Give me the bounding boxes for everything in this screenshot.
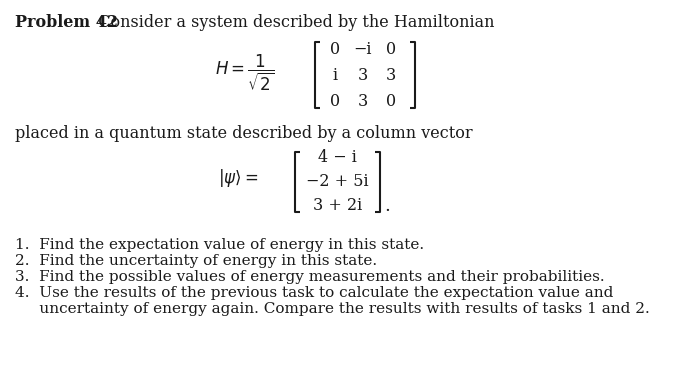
Text: 3 + 2i: 3 + 2i	[313, 198, 362, 214]
Text: −2 + 5i: −2 + 5i	[306, 174, 369, 190]
Text: .: .	[384, 197, 390, 215]
Text: $H = \dfrac{1}{\sqrt{2}}$: $H = \dfrac{1}{\sqrt{2}}$	[215, 53, 274, 93]
Text: 1.  Find the expectation value of energy in this state.: 1. Find the expectation value of energy …	[15, 238, 424, 252]
Text: 4.  Use the results of the previous task to calculate the expectation value and: 4. Use the results of the previous task …	[15, 286, 613, 300]
Text: i: i	[332, 66, 337, 84]
Text: uncertainty of energy again. Compare the results with results of tasks 1 and 2.: uncertainty of energy again. Compare the…	[15, 302, 650, 316]
Text: 0: 0	[386, 41, 396, 57]
Text: 4 − i: 4 − i	[318, 149, 357, 166]
Text: Consider a system described by the Hamiltonian: Consider a system described by the Hamil…	[88, 14, 494, 31]
Text: $|\psi\rangle = $: $|\psi\rangle = $	[218, 167, 258, 189]
Text: 0: 0	[386, 92, 396, 109]
Text: 3: 3	[358, 66, 368, 84]
Text: 2.  Find the uncertainty of energy in this state.: 2. Find the uncertainty of energy in thi…	[15, 254, 377, 268]
Text: 3: 3	[386, 66, 396, 84]
Text: 3: 3	[358, 92, 368, 109]
Text: 0: 0	[330, 41, 340, 57]
Text: placed in a quantum state described by a column vector: placed in a quantum state described by a…	[15, 125, 472, 142]
Text: 0: 0	[330, 92, 340, 109]
Text: Problem 42: Problem 42	[15, 14, 118, 31]
Text: −i: −i	[354, 41, 372, 57]
Text: 3.  Find the possible values of energy measurements and their probabilities.: 3. Find the possible values of energy me…	[15, 270, 605, 284]
